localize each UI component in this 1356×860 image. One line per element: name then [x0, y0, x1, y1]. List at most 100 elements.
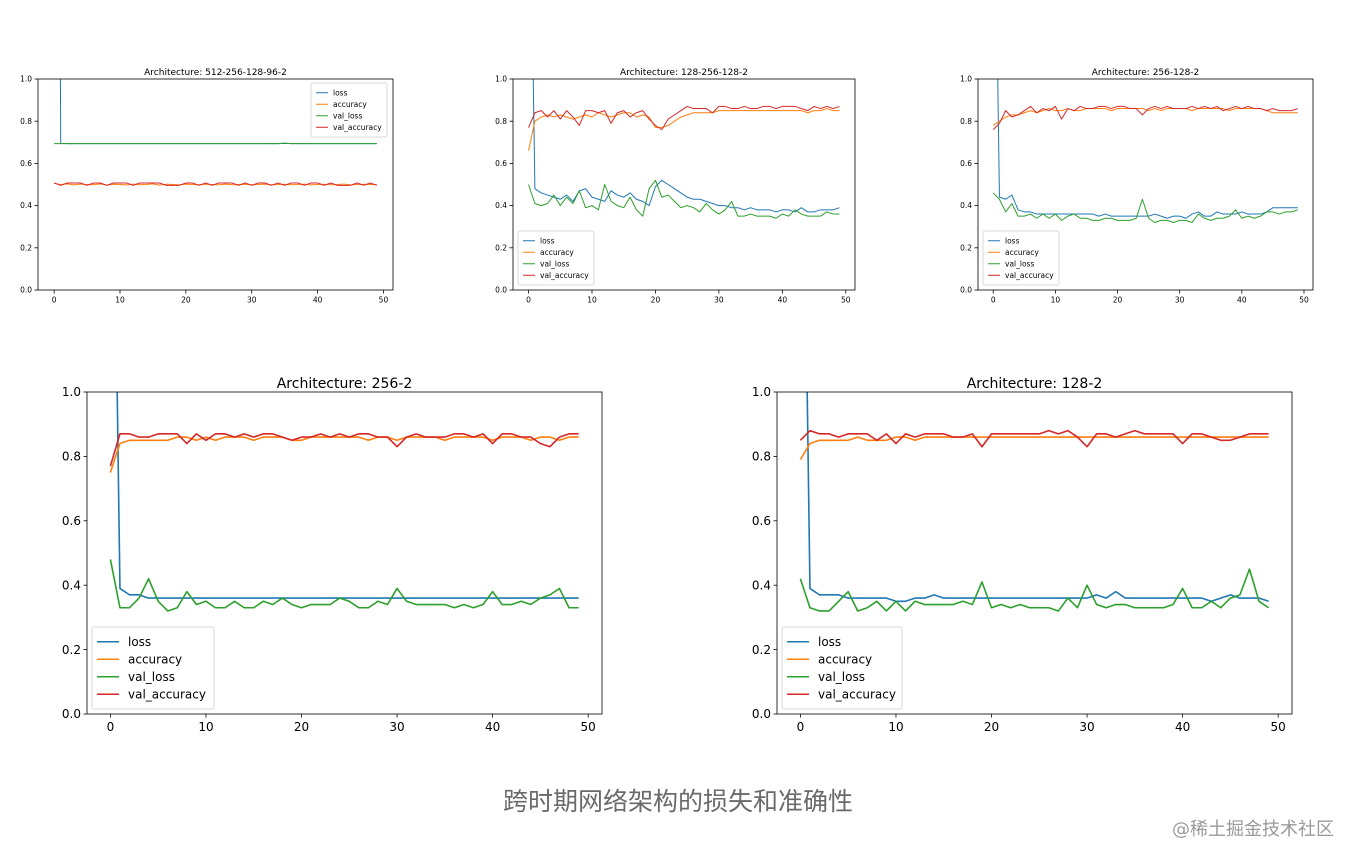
- series-line-val-accuracy: [799, 429, 1269, 448]
- y-tick-label: 1.0: [752, 385, 771, 399]
- series-line-val-loss: [528, 179, 840, 219]
- y-tick-label: 1.0: [960, 75, 972, 84]
- chart-title: Architecture: 256-128-2: [1092, 68, 1200, 78]
- legend-label: val_loss: [333, 111, 362, 120]
- series-line-accuracy: [992, 108, 1298, 126]
- y-tick-label: 0.4: [62, 578, 81, 592]
- chart-256-128-2: Architecture: 256-128-2 0.0 0.2 0.4 0.6 0.8 1.…: [960, 68, 1314, 305]
- legend-label: val_loss: [540, 259, 569, 268]
- x-tick-label: 50: [581, 720, 596, 734]
- x-tick-label: 30: [247, 296, 257, 305]
- series-line-accuracy: [109, 436, 579, 473]
- series-line-val-accuracy: [109, 433, 579, 467]
- series-line-loss: [532, 79, 840, 213]
- legend-box: [310, 82, 388, 138]
- plot-frame: [86, 391, 603, 715]
- x-tick-label: 0: [991, 296, 996, 305]
- legend-label: val_loss: [128, 670, 175, 684]
- legend-box: [91, 626, 215, 710]
- y-tick-label: 0.2: [752, 643, 771, 657]
- plot-frame: [977, 78, 1314, 291]
- series-line-val-loss: [992, 192, 1298, 223]
- x-tick-label: 0: [52, 296, 57, 305]
- y-tick-label: 1.0: [495, 75, 507, 84]
- watermark: @稀土掘金技术社区: [1172, 819, 1334, 840]
- x-tick-label: 10: [888, 720, 903, 734]
- x-tick-label: 30: [1079, 720, 1094, 734]
- y-tick-label: 0.2: [960, 243, 972, 252]
- x-tick-label: 20: [294, 720, 309, 734]
- y-tick-label: 1.0: [20, 75, 32, 84]
- y-tick-label: 0.6: [495, 159, 507, 168]
- series-line-loss: [997, 79, 1298, 219]
- legend: loss accuracy val_loss val_accuracy: [517, 230, 595, 286]
- chart-512-256-128-96-2: Architecture: 512-256-128-96-2 0.0 0.2 0.4 0…: [20, 68, 394, 305]
- legend: loss accuracy val_loss val_accuracy: [310, 82, 388, 138]
- plot-frame: [37, 78, 394, 291]
- series-line-loss: [116, 392, 579, 599]
- legend-label: val_accuracy: [128, 687, 206, 701]
- y-tick-label: 0.0: [20, 286, 32, 295]
- chart-title: Architecture: 512-256-128-96-2: [144, 68, 287, 78]
- legend-box: [781, 626, 903, 710]
- series-line-accuracy: [528, 108, 840, 151]
- y-tick-label: 0.4: [752, 578, 771, 592]
- y-tick-label: 0.8: [62, 450, 81, 464]
- legend-label: accuracy: [333, 100, 367, 109]
- plot-frame: [776, 391, 1293, 715]
- x-tick-label: 50: [1271, 720, 1286, 734]
- series-line-val-loss: [799, 568, 1270, 612]
- series-line-val-accuracy: [53, 182, 378, 186]
- legend: loss accuracy val_loss val_accuracy: [781, 626, 903, 710]
- chart-title: Architecture: 128-256-128-2: [620, 68, 748, 78]
- legend-label: val_loss: [1005, 259, 1034, 268]
- legend-label: val_accuracy: [1005, 271, 1054, 280]
- legend-label: loss: [1005, 236, 1020, 245]
- x-tick-label: 50: [841, 296, 851, 305]
- y-tick-label: 1.0: [62, 385, 81, 399]
- x-tick-label: 0: [797, 720, 805, 734]
- legend-label: val_accuracy: [818, 687, 896, 701]
- x-tick-label: 10: [587, 296, 597, 305]
- y-tick-label: 0.4: [20, 201, 32, 210]
- chart-title: Architecture: 128-2: [967, 376, 1103, 392]
- chart-title: Architecture: 256-2: [277, 376, 413, 392]
- series-line-accuracy: [799, 436, 1269, 461]
- x-tick-label: 40: [1175, 720, 1190, 734]
- legend-label: loss: [128, 635, 151, 649]
- legend-label: loss: [818, 635, 841, 649]
- x-tick-label: 50: [1299, 296, 1309, 305]
- legend: loss accuracy val_loss val_accuracy: [91, 626, 215, 710]
- x-tick-label: 0: [107, 720, 115, 734]
- legend-label: loss: [540, 236, 555, 245]
- y-tick-label: 0.2: [20, 243, 32, 252]
- chart-128-2: Architecture: 128-2 0.0 0.2 0.4 0.6 0.8 1.0 0 10…: [752, 376, 1293, 734]
- legend-box: [982, 230, 1060, 286]
- y-tick-label: 0.8: [752, 450, 771, 464]
- x-tick-label: 40: [1237, 296, 1247, 305]
- x-tick-label: 0: [526, 296, 531, 305]
- y-tick-label: 0.8: [960, 117, 972, 126]
- x-tick-label: 20: [1113, 296, 1123, 305]
- x-tick-label: 20: [181, 296, 191, 305]
- series-line-val-loss: [109, 559, 579, 612]
- legend-label: accuracy: [540, 248, 574, 257]
- x-tick-label: 20: [984, 720, 999, 734]
- y-tick-label: 0.0: [62, 707, 81, 721]
- y-tick-label: 0.4: [495, 201, 507, 210]
- y-tick-label: 0.0: [960, 286, 972, 295]
- legend-label: accuracy: [818, 652, 872, 666]
- y-tick-label: 0.4: [960, 201, 972, 210]
- x-tick-label: 50: [379, 296, 389, 305]
- y-tick-label: 0.6: [62, 514, 81, 528]
- chart-128-256-128-2: Architecture: 128-256-128-2 0.0 0.2 0.4 0.6 0…: [495, 68, 856, 305]
- y-tick-label: 0.6: [752, 514, 771, 528]
- x-tick-label: 40: [778, 296, 788, 305]
- plot-frame: [512, 78, 856, 291]
- legend-box: [517, 230, 595, 286]
- legend-label: val_accuracy: [540, 271, 589, 280]
- y-tick-label: 0.2: [495, 243, 507, 252]
- legend-label: loss: [333, 88, 348, 97]
- x-tick-label: 30: [1175, 296, 1185, 305]
- x-tick-label: 10: [115, 296, 125, 305]
